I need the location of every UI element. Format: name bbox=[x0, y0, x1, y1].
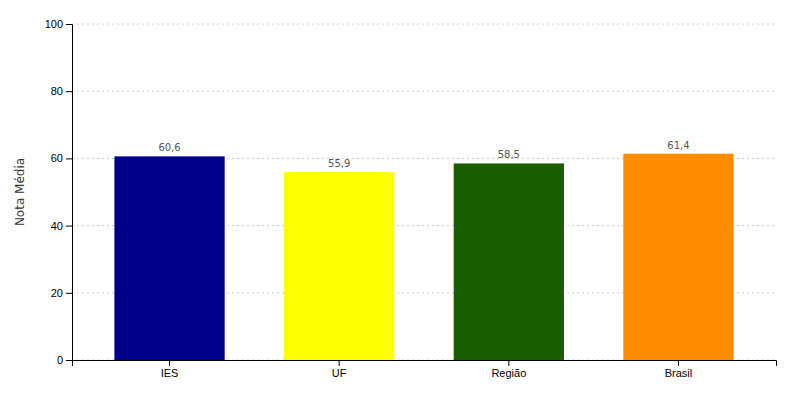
y-tick: 20 bbox=[51, 287, 72, 299]
y-tick: 40 bbox=[51, 220, 72, 232]
y-axis-title: Nota Média bbox=[13, 158, 27, 226]
y-tick: 0 bbox=[57, 354, 72, 366]
x-tick: Brasil bbox=[665, 360, 693, 379]
y-tick-mark bbox=[66, 360, 72, 361]
y-tick-label: 40 bbox=[51, 220, 63, 232]
bar bbox=[114, 156, 224, 360]
data-label: 55,9 bbox=[328, 158, 350, 169]
y-tick: 80 bbox=[51, 85, 72, 97]
x-tick-label: UF bbox=[332, 367, 347, 379]
y-tick-mark bbox=[66, 24, 72, 25]
bar bbox=[623, 154, 733, 360]
grid-line bbox=[72, 24, 776, 25]
y-axis: 0 20 40 60 80 100 bbox=[45, 18, 73, 366]
chart: 0 20 40 60 80 100 IES UF Região Brasil 60,6 55,9 58,… bbox=[0, 0, 800, 400]
y-tick-label: 60 bbox=[51, 152, 63, 164]
bar bbox=[454, 163, 564, 360]
bars bbox=[114, 154, 733, 360]
x-tick: Região bbox=[491, 360, 526, 379]
x-tick-mark bbox=[678, 360, 679, 366]
x-tick: IES bbox=[161, 360, 179, 379]
y-tick-label: 0 bbox=[57, 354, 63, 366]
y-axis-line bbox=[66, 25, 73, 361]
data-label: 61,4 bbox=[667, 140, 689, 151]
x-tick-mark bbox=[508, 360, 509, 366]
y-tick-mark bbox=[66, 293, 72, 294]
x-tick-label: IES bbox=[161, 367, 179, 379]
grid bbox=[72, 24, 776, 360]
y-tick: 100 bbox=[45, 18, 72, 30]
plot-area: 0 20 40 60 80 100 IES UF Região Brasil 60,6 55,9 58,… bbox=[45, 18, 777, 379]
y-tick-mark bbox=[66, 91, 72, 92]
x-axis-line bbox=[73, 361, 777, 367]
y-tick: 60 bbox=[51, 152, 72, 164]
bar bbox=[284, 172, 394, 360]
data-labels: 60,6 55,9 58,5 61,4 bbox=[158, 140, 689, 169]
y-tick-mark bbox=[66, 226, 72, 227]
y-tick-label: 100 bbox=[45, 18, 63, 30]
y-tick-label: 20 bbox=[51, 287, 63, 299]
x-tick-mark bbox=[169, 360, 170, 366]
y-tick-mark bbox=[66, 158, 72, 159]
data-label: 60,6 bbox=[158, 142, 180, 153]
y-tick-label: 80 bbox=[51, 85, 63, 97]
x-tick-mark bbox=[339, 360, 340, 366]
grid-line bbox=[72, 91, 776, 92]
data-label: 58,5 bbox=[498, 149, 520, 160]
x-tick: UF bbox=[332, 360, 347, 379]
x-tick-label: Região bbox=[491, 367, 526, 379]
x-tick-label: Brasil bbox=[665, 367, 693, 379]
x-axis: IES UF Região Brasil bbox=[73, 360, 777, 379]
